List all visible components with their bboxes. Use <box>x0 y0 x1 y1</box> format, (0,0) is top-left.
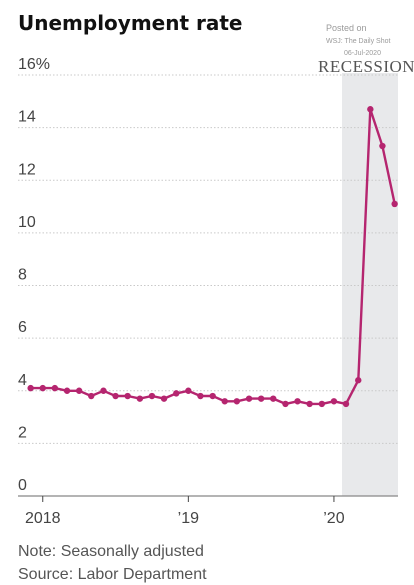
data-point <box>391 200 398 208</box>
watermark: Posted on WSJ: The Daily Shot 06-Jul-202… <box>326 23 391 57</box>
data-point <box>245 395 253 402</box>
data-point <box>63 387 71 394</box>
data-point <box>27 384 34 392</box>
data-point <box>124 392 131 400</box>
data-point <box>270 395 277 402</box>
recession-band <box>342 73 398 496</box>
data-point <box>148 392 156 400</box>
data-point <box>136 395 144 402</box>
chart-title: Unemployment rate <box>18 11 242 35</box>
data-point <box>330 398 338 405</box>
data-point <box>209 392 216 400</box>
gridlines <box>18 74 398 497</box>
data-point <box>100 387 107 394</box>
y-tick-label: 4 <box>18 372 27 389</box>
y-tick-label: 14 <box>18 109 36 126</box>
x-axis-ticks: 2018 ’19 ’20 <box>25 496 345 527</box>
data-point <box>294 398 301 405</box>
series-line <box>30 107 396 406</box>
data-point <box>342 400 350 408</box>
y-tick-label: 12 <box>18 161 36 178</box>
y-axis-ticks: 0 2 4 6 8 10 12 14 16% <box>18 56 50 494</box>
data-point <box>75 387 83 394</box>
data-point <box>257 395 265 402</box>
data-point <box>379 142 386 150</box>
data-point <box>160 395 168 402</box>
watermark-line-1: Posted on <box>326 23 367 33</box>
recession-band-group: RECESSION <box>318 57 414 496</box>
x-tick-label: ’19 <box>178 510 199 527</box>
data-point <box>112 392 119 400</box>
watermark-line-2: WSJ: The Daily Shot <box>326 38 391 45</box>
y-tick-label: 0 <box>18 477 27 494</box>
data-point <box>282 400 289 408</box>
data-point <box>39 384 46 392</box>
series-group <box>27 106 398 408</box>
data-point <box>88 392 95 400</box>
data-point <box>51 384 59 392</box>
data-point <box>185 387 192 394</box>
footnote-source: Source: Labor Department <box>18 566 207 583</box>
recession-label: RECESSION <box>318 57 414 76</box>
data-point <box>173 390 180 397</box>
y-tick-label: 6 <box>18 319 27 336</box>
y-tick-label: 10 <box>18 214 36 231</box>
data-point <box>318 400 326 408</box>
footnote-note: Note: Seasonally adjusted <box>18 543 204 560</box>
data-point <box>367 106 374 113</box>
data-point <box>355 377 362 384</box>
y-tick-label: 16% <box>18 56 50 73</box>
data-point <box>197 392 204 400</box>
y-tick-label: 2 <box>18 424 27 441</box>
x-tick-label: 2018 <box>25 510 61 527</box>
data-point <box>221 398 228 405</box>
x-tick-label: ’20 <box>323 510 344 527</box>
data-point <box>233 398 241 405</box>
y-tick-label: 8 <box>18 267 27 284</box>
data-point <box>306 400 313 408</box>
watermark-line-3: 06-Jul-2020 <box>344 50 381 57</box>
